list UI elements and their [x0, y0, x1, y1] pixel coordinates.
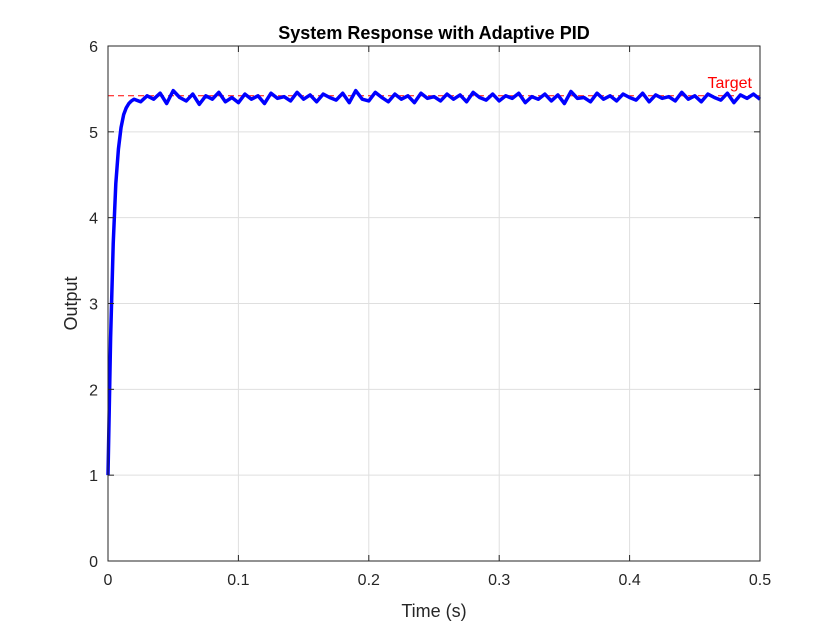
x-tick-label: 0.2 — [358, 572, 380, 589]
y-tick-label: 2 — [89, 382, 98, 399]
grid — [107, 45, 761, 562]
y-tick-label: 0 — [89, 554, 98, 571]
x-tick-label: 0 — [104, 572, 113, 589]
y-tick-label: 1 — [89, 468, 98, 485]
x-axis-label: Time (s) — [401, 601, 466, 621]
x-tick-label: 0.5 — [749, 572, 771, 589]
chart-title: System Response with Adaptive PID — [278, 23, 589, 43]
ticks — [107, 45, 761, 562]
y-tick-label: 4 — [89, 211, 98, 228]
x-tick-label: 0.4 — [618, 572, 640, 589]
target-label: Target — [708, 75, 753, 92]
y-tick-label: 3 — [89, 297, 98, 314]
y-tick-label: 6 — [89, 39, 98, 56]
y-axis-label: Output — [61, 276, 81, 330]
x-tick-label: 0.1 — [227, 572, 249, 589]
y-tick-label: 5 — [89, 125, 98, 142]
x-tick-label: 0.3 — [488, 572, 510, 589]
y-tick-labels: 0 1 2 3 4 5 6 — [89, 39, 98, 571]
target-group: Target — [108, 75, 760, 97]
output-series-line — [106, 88, 762, 476]
x-tick-labels: 0 0.1 0.2 0.3 0.4 0.5 — [104, 572, 772, 589]
